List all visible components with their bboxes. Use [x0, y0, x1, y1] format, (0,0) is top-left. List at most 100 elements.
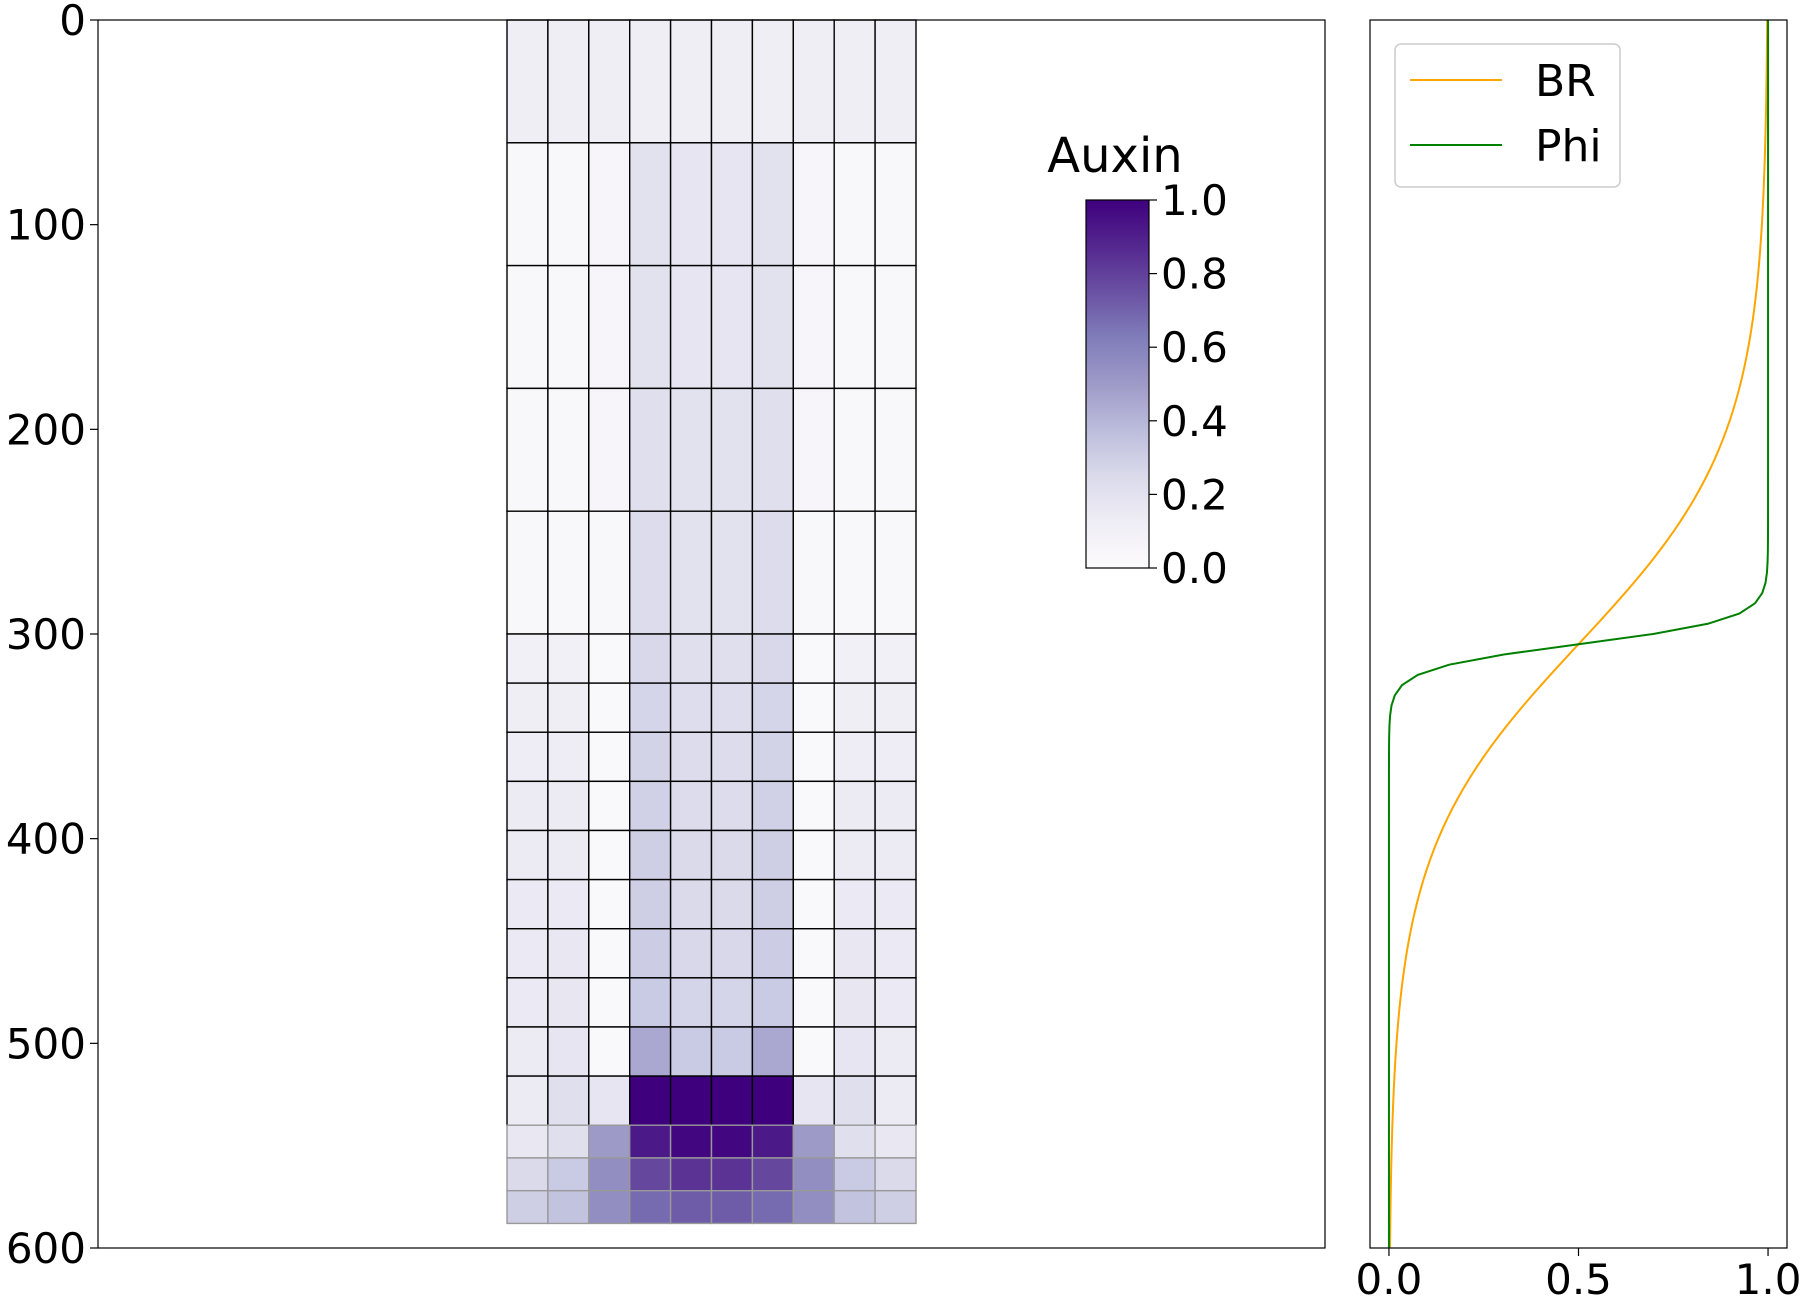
heatmap-cell	[833, 1075, 876, 1126]
heatmap-cell	[710, 682, 754, 733]
heatmap-cell	[710, 510, 754, 635]
heatmap-cell	[751, 780, 795, 832]
heatmap-cell	[506, 264, 549, 390]
heatmap-cell	[874, 682, 917, 733]
heatmap-cell	[792, 1026, 835, 1077]
heatmap-cell	[792, 928, 835, 979]
heatmap-cell	[547, 682, 590, 733]
heatmap-cell	[751, 977, 795, 1028]
heatmap-cell	[547, 1124, 590, 1159]
x-tick-label: 1.0	[1735, 1255, 1800, 1300]
heatmap-cell	[669, 142, 713, 267]
heatmap-panel: 0 100 200 300 400 500 600	[6, 0, 1326, 1273]
heatmap-cell	[751, 1124, 795, 1159]
series-line-br	[1388, 19, 1769, 1249]
heatmap-cell	[669, 829, 713, 881]
heatmap-cell	[547, 1189, 590, 1225]
heatmap-cell	[751, 829, 795, 881]
heatmap-cell	[588, 510, 631, 635]
heatmap-cell	[710, 19, 754, 144]
heatmap-cell	[629, 878, 672, 930]
heatmap-cell	[833, 780, 876, 832]
heatmap-cells	[506, 19, 917, 1225]
heatmap-cell	[874, 1189, 917, 1225]
heatmap-cell	[547, 387, 590, 512]
profile-lines	[1387, 19, 1770, 1249]
heatmap-cell	[792, 142, 835, 267]
heatmap-cell	[669, 633, 713, 684]
heatmap-cell	[710, 142, 754, 267]
heatmap-cell	[629, 829, 672, 881]
legend-label-br: BR	[1535, 56, 1596, 107]
heatmap-cell	[588, 1189, 631, 1225]
colorbar-ticks: 0.0 0.2 0.4 0.6 0.8 1.0	[1149, 176, 1228, 593]
heatmap-cell	[588, 142, 631, 267]
heatmap-cell	[547, 731, 590, 783]
colorbar: Auxin 0.0 0.2 0.4 0.6 0.8 1.0	[1047, 128, 1228, 593]
y-tick-label: 300	[6, 610, 86, 659]
heatmap-cell	[669, 780, 713, 832]
heatmap-cell	[874, 1075, 917, 1126]
heatmap-cell	[669, 977, 713, 1028]
colorbar-tick-label: 0.4	[1161, 397, 1228, 446]
heatmap-cell	[751, 510, 795, 635]
heatmap-cell	[710, 264, 754, 390]
heatmap-cell	[506, 142, 549, 267]
heatmap-cell	[588, 928, 631, 979]
heatmap-cell	[751, 633, 795, 684]
heatmap-cell	[710, 878, 754, 930]
heatmap-cell	[669, 731, 713, 783]
heatmap-cell	[629, 1124, 672, 1159]
heatmap-cell	[547, 928, 590, 979]
heatmap-cell	[547, 142, 590, 267]
heatmap-cell	[506, 19, 549, 144]
heatmap-cell	[629, 387, 672, 512]
heatmap-cell	[874, 928, 917, 979]
heatmap-cell	[833, 829, 876, 881]
heatmap-cell	[547, 510, 590, 635]
colorbar-tick-label: 1.0	[1161, 176, 1228, 225]
heatmap-cell	[710, 928, 754, 979]
heatmap-cell	[506, 682, 549, 733]
heatmap-cell	[588, 829, 631, 881]
colorbar-tick-label: 0.8	[1161, 250, 1228, 299]
heatmap-cell	[792, 387, 835, 512]
heatmap-cell	[588, 633, 631, 684]
heatmap-cell	[547, 829, 590, 881]
heatmap-cell	[629, 264, 672, 390]
heatmap-cell	[833, 682, 876, 733]
profile-axes-frame	[1369, 19, 1788, 1249]
heatmap-cell	[874, 1026, 917, 1077]
heatmap-cell	[669, 928, 713, 979]
heatmap-cell	[751, 1189, 795, 1225]
heatmap-cell	[874, 829, 917, 881]
heatmap-cell	[751, 928, 795, 979]
heatmap-cell	[710, 780, 754, 832]
heatmap-cell	[710, 977, 754, 1028]
heatmap-cell	[629, 142, 672, 267]
heatmap-cell	[833, 1189, 876, 1225]
heatmap-cell	[833, 142, 876, 267]
x-tick-label: 0.0	[1356, 1255, 1423, 1300]
heatmap-cell	[792, 1124, 835, 1159]
heatmap-cell	[792, 264, 835, 390]
heatmap-cell	[629, 1075, 672, 1126]
heatmap-cell	[710, 1075, 754, 1126]
heatmap-cell	[629, 1026, 672, 1077]
heatmap-cell	[506, 1124, 549, 1159]
heatmap-cell	[710, 829, 754, 881]
heatmap-cell	[874, 1157, 917, 1192]
heatmap-cell	[833, 387, 876, 512]
heatmap-cell	[833, 977, 876, 1028]
heatmap-cell	[792, 682, 835, 733]
heatmap-cell	[547, 19, 590, 144]
heatmap-cell	[669, 1189, 713, 1225]
heatmap-cell	[833, 264, 876, 390]
heatmap-cell	[547, 633, 590, 684]
heatmap-cell	[792, 1075, 835, 1126]
heatmap-cell	[547, 878, 590, 930]
heatmap-cell	[669, 19, 713, 144]
heatmap-cell	[874, 731, 917, 783]
heatmap-cell	[588, 387, 631, 512]
